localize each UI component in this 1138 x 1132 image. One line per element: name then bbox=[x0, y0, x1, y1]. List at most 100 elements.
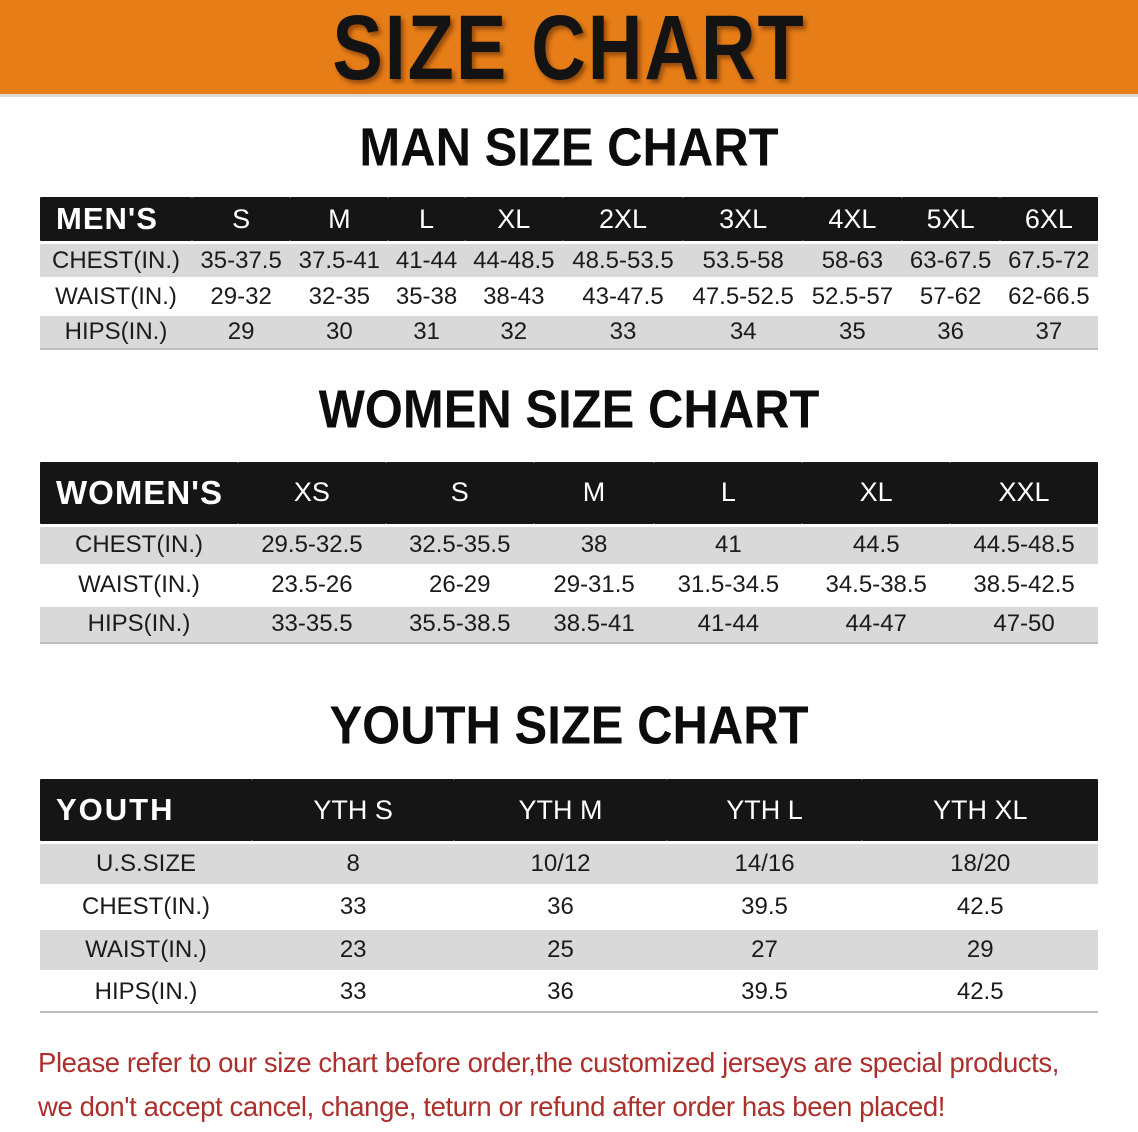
banner: SIZE CHART bbox=[0, 0, 1138, 97]
youth-size-table: YOUTH YTH S YTH M YTH L YTH XL U.S.SIZE 8 10/12… bbox=[40, 776, 1098, 1016]
row-label: CHEST(IN.) bbox=[40, 526, 238, 564]
column-header: 6XL bbox=[999, 197, 1098, 242]
table-row: WAIST(IN.) 23.5-26 26-29 29-31.5 31.5-34.5 34… bbox=[40, 566, 1098, 604]
table-row: CHEST(IN.) 35-37.5 37.5-41 41-44 44-48.5 48.5… bbox=[40, 244, 1098, 278]
table-group-label: YOUTH bbox=[40, 779, 252, 842]
table-cell: 37.5-41 bbox=[290, 244, 389, 278]
table-cell: 44-48.5 bbox=[464, 244, 563, 278]
column-header: 3XL bbox=[683, 197, 804, 242]
table-group-label: MEN'S bbox=[40, 197, 192, 242]
table-cell: 58-63 bbox=[803, 244, 902, 278]
table-cell: 29 bbox=[192, 316, 291, 351]
table-cell: 10/12 bbox=[454, 844, 667, 885]
column-header: XL bbox=[464, 197, 563, 242]
table-cell: 48.5-53.5 bbox=[562, 244, 684, 278]
table-row: HIPS(IN.) 33-35.5 35.5-38.5 38.5-41 41-44 44-… bbox=[40, 606, 1098, 644]
column-header: XS bbox=[238, 461, 386, 524]
table-cell: 35-38 bbox=[388, 280, 465, 314]
table-group-label: WOMEN'S bbox=[40, 461, 238, 524]
table-cell: 29 bbox=[862, 930, 1098, 971]
table-cell: 25 bbox=[454, 930, 667, 971]
row-label: U.S.SIZE bbox=[40, 844, 252, 885]
table-cell: 31.5-34.5 bbox=[654, 566, 803, 604]
row-label: WAIST(IN.) bbox=[40, 930, 252, 971]
table-cell: 44-47 bbox=[802, 606, 951, 644]
table-header-row: YOUTH YTH S YTH M YTH L YTH XL bbox=[40, 779, 1098, 842]
table-cell: 41-44 bbox=[654, 606, 803, 644]
table-cell: 41-44 bbox=[388, 244, 465, 278]
table-cell: 35 bbox=[803, 316, 902, 351]
table-cell: 42.5 bbox=[862, 973, 1098, 1014]
table-cell: 43-47.5 bbox=[562, 280, 684, 314]
table-cell: 38 bbox=[533, 526, 655, 564]
table-cell: 30 bbox=[290, 316, 389, 351]
table-row: WAIST(IN.) 29-32 32-35 35-38 38-43 43-47.5 47.… bbox=[40, 280, 1098, 314]
table-cell: 44.5-48.5 bbox=[950, 526, 1098, 564]
table-cell: 23.5-26 bbox=[238, 566, 386, 604]
row-label: HIPS(IN.) bbox=[40, 316, 192, 351]
column-header: S bbox=[192, 197, 291, 242]
table-cell: 29-31.5 bbox=[533, 566, 655, 604]
column-header: M bbox=[533, 461, 655, 524]
table-row: CHEST(IN.) 29.5-32.5 32.5-35.5 38 41 44.5 44.5… bbox=[40, 526, 1098, 564]
table-cell: 29.5-32.5 bbox=[238, 526, 386, 564]
youth-size-section: YOUTH SIZE CHART YOUTH YTH S YTH M YTH L YTH… bbox=[0, 696, 1138, 1016]
table-cell: 34.5-38.5 bbox=[802, 566, 951, 604]
table-row: WAIST(IN.) 23 25 27 29 bbox=[40, 930, 1098, 971]
table-cell: 57-62 bbox=[901, 280, 1000, 314]
column-header: XL bbox=[802, 461, 951, 524]
column-header: M bbox=[290, 197, 389, 242]
table-cell: 44.5 bbox=[802, 526, 951, 564]
youth-section-title-text: YOUTH SIZE CHART bbox=[329, 696, 809, 756]
row-label: WAIST(IN.) bbox=[40, 280, 192, 314]
note-line-2: we don't accept cancel, change, teturn o… bbox=[38, 1090, 945, 1122]
table-cell: 18/20 bbox=[862, 844, 1098, 885]
column-header: 2XL bbox=[562, 197, 684, 242]
column-header: L bbox=[388, 197, 465, 242]
table-cell: 29-32 bbox=[192, 280, 291, 314]
table-cell: 27 bbox=[666, 930, 863, 971]
table-row: CHEST(IN.) 33 36 39.5 42.5 bbox=[40, 887, 1098, 928]
table-cell: 39.5 bbox=[666, 973, 863, 1014]
youth-section-title: YOUTH SIZE CHART bbox=[0, 696, 1138, 756]
column-header: XXL bbox=[950, 461, 1098, 524]
column-header: YTH M bbox=[454, 779, 667, 842]
table-cell: 35-37.5 bbox=[192, 244, 291, 278]
table-cell: 62-66.5 bbox=[999, 280, 1098, 314]
table-cell: 23 bbox=[252, 930, 455, 971]
man-section-title: MAN SIZE CHART bbox=[0, 119, 1138, 176]
table-cell: 32 bbox=[464, 316, 563, 351]
column-header: 5XL bbox=[901, 197, 1000, 242]
man-size-section: MAN SIZE CHART MEN'S S M L XL 2XL 3XL 4XL 5XL 6XL… bbox=[0, 119, 1138, 353]
table-cell: 26-29 bbox=[385, 566, 534, 604]
table-cell: 41 bbox=[654, 526, 803, 564]
table-cell: 53.5-58 bbox=[683, 244, 804, 278]
table-cell: 63-67.5 bbox=[901, 244, 1000, 278]
table-cell: 38-43 bbox=[464, 280, 563, 314]
womens-size-table: WOMEN'S XS S M L XL XXL CHEST(IN.) 29.5-32.5 32.5… bbox=[40, 459, 1098, 647]
table-row: HIPS(IN.) 29 30 31 32 33 34 35 36 37 bbox=[40, 316, 1098, 351]
table-row: U.S.SIZE 8 10/12 14/16 18/20 bbox=[40, 844, 1098, 885]
table-cell: 38.5-42.5 bbox=[950, 566, 1098, 604]
table-cell: 52.5-57 bbox=[803, 280, 902, 314]
table-header-row: MEN'S S M L XL 2XL 3XL 4XL 5XL 6XL bbox=[40, 197, 1098, 242]
women-section-title: WOMEN SIZE CHART bbox=[0, 382, 1138, 439]
table-cell: 33 bbox=[252, 973, 455, 1014]
table-cell: 33 bbox=[562, 316, 684, 351]
row-label: HIPS(IN.) bbox=[40, 973, 252, 1014]
column-header: S bbox=[385, 461, 534, 524]
table-cell: 35.5-38.5 bbox=[385, 606, 534, 644]
table-cell: 47-50 bbox=[950, 606, 1098, 644]
note-line-1: Please refer to our size chart before or… bbox=[38, 1047, 1060, 1079]
table-cell: 39.5 bbox=[666, 887, 863, 928]
table-cell: 67.5-72 bbox=[999, 244, 1098, 278]
table-cell: 36 bbox=[454, 973, 667, 1014]
order-note: Please refer to our size chart before or… bbox=[38, 1042, 1100, 1127]
table-row: HIPS(IN.) 33 36 39.5 42.5 bbox=[40, 973, 1098, 1014]
women-size-section: WOMEN SIZE CHART WOMEN'S XS S M L XL XXL CHEST(… bbox=[0, 382, 1138, 647]
table-cell: 37 bbox=[999, 316, 1098, 351]
table-cell: 14/16 bbox=[666, 844, 863, 885]
column-header: YTH L bbox=[666, 779, 863, 842]
table-cell: 36 bbox=[454, 887, 667, 928]
table-cell: 32-35 bbox=[290, 280, 389, 314]
